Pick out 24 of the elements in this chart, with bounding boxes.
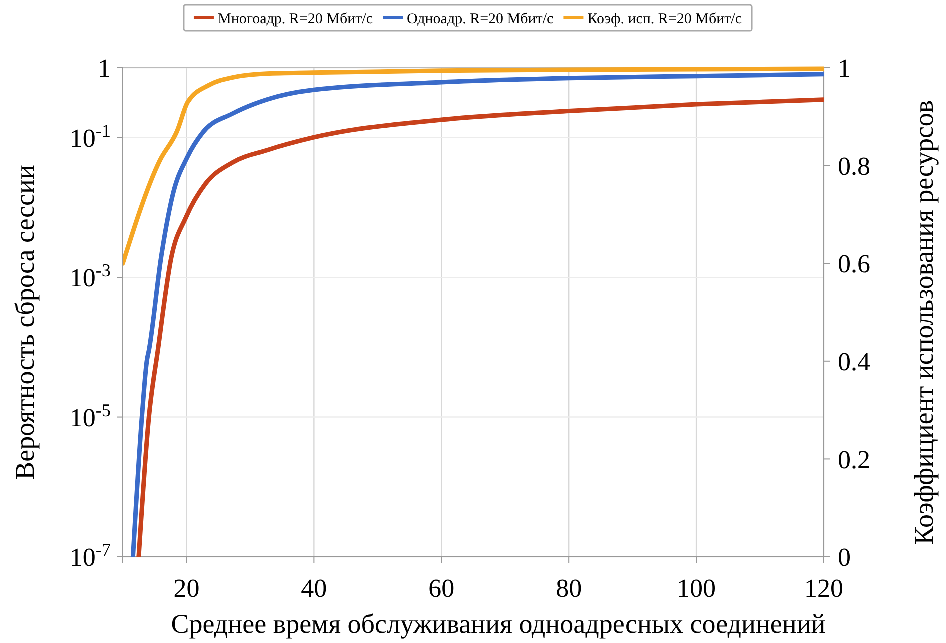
legend-label: Многоадр. R=20 Мбит/с: [218, 11, 374, 28]
y-tick-label: 10$^{-1}$: [70, 120, 111, 153]
legend-label: Одноадр. R=20 Мбит/с: [407, 11, 554, 28]
y2-tick-label: 1: [838, 54, 851, 84]
y2-tick-label: 0.2: [838, 445, 870, 474]
y-tick-label: 1: [98, 54, 111, 84]
y2-axis-title: Коэффициент использования ресурсов: [909, 100, 939, 545]
y2-tick-label: 0.6: [838, 250, 870, 279]
x-tick-label: 20: [174, 574, 200, 603]
y2-tick-label: 0.8: [838, 152, 870, 181]
y2-tick-label: 0: [838, 543, 851, 572]
y-tick-label: 10$^{-3}$: [70, 260, 111, 293]
legend-label: Коэф. исп. R=20 Мбит/с: [588, 11, 742, 28]
x-axis-title: Среднее время обслуживания одноадресных соединений: [171, 609, 826, 639]
x-tick-label: 40: [301, 574, 328, 603]
line-series: [123, 66, 824, 266]
y-tick-label: 10$^{-7}$: [70, 540, 111, 572]
x-tick-label: 100: [677, 574, 716, 603]
y-tick-label: 10$^{-5}$: [70, 400, 111, 432]
y2-tick-label: 0.4: [838, 348, 870, 376]
x-tick-label: 60: [428, 574, 455, 603]
y-axis-title: Вероятность сброса сессии: [10, 165, 40, 480]
x-tick-label: 120: [804, 574, 844, 603]
x-tick-label: 80: [556, 574, 582, 603]
